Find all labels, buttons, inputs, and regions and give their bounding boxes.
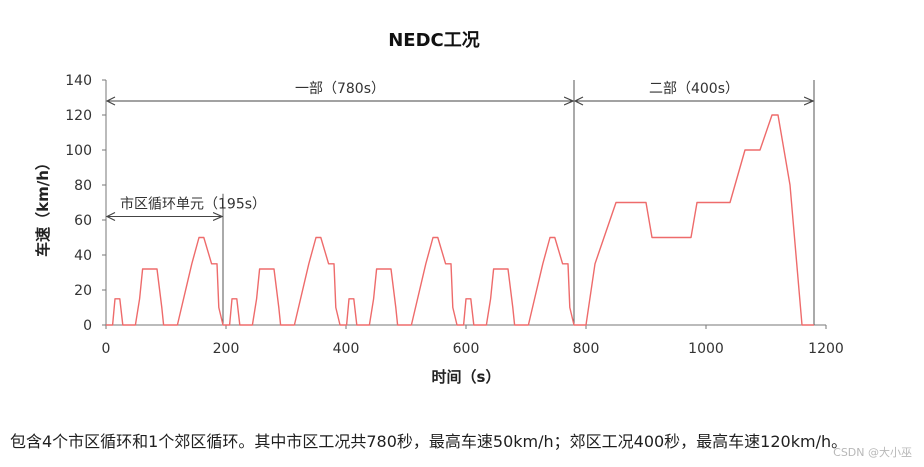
annotations: 一部（780s） 二部（400s） 市区循环单元（195s） xyxy=(107,80,815,325)
y-axis-label: 车速（km/h） xyxy=(34,155,52,257)
speed-series-line xyxy=(106,114,814,326)
y-tick-label: 0 xyxy=(83,318,92,334)
y-tick-label: 80 xyxy=(74,178,92,194)
annotation-label: 一部（780s） xyxy=(295,81,385,97)
y-tick-label: 100 xyxy=(65,143,92,159)
y-tick-label: 40 xyxy=(74,248,92,264)
x-tick-label: 1200 xyxy=(808,341,844,357)
watermark: CSDN @大小巫 xyxy=(833,446,912,459)
chart-caption: 包含4个市区循环和1个郊区循环。其中市区工况共780秒，最高车速50km/h；郊… xyxy=(10,432,848,451)
x-tick-label: 800 xyxy=(573,341,600,357)
x-tick-label: 200 xyxy=(213,341,240,357)
series xyxy=(106,114,814,326)
y-tick-label: 60 xyxy=(74,213,92,229)
x-axis-label: 时间（s） xyxy=(432,368,501,386)
annotation-label: 二部（400s） xyxy=(649,81,739,97)
annotation-label: 市区循环单元（195s） xyxy=(120,196,266,213)
axes: 0 200 400 600 800 1000 1200 0 20 40 60 80 100 120 140 xyxy=(65,73,844,357)
y-tick-label: 140 xyxy=(65,73,92,89)
y-tick-label: 120 xyxy=(65,108,92,124)
nedc-chart: NEDC工况 0 200 400 600 800 1000 1200 0 20 40 60 80 100… xyxy=(34,30,844,386)
chart-title: NEDC工况 xyxy=(388,30,480,51)
y-tick-label: 20 xyxy=(74,283,92,299)
x-tick-label: 0 xyxy=(102,341,111,357)
x-tick-label: 1000 xyxy=(688,341,724,357)
x-tick-label: 600 xyxy=(453,341,480,357)
x-tick-label: 400 xyxy=(333,341,360,357)
